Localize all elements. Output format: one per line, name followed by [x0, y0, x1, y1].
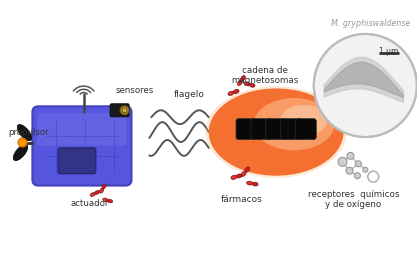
Ellipse shape: [233, 89, 239, 94]
Circle shape: [314, 34, 417, 137]
Ellipse shape: [241, 76, 245, 81]
Ellipse shape: [17, 125, 32, 141]
Text: 1 µm: 1 µm: [379, 47, 399, 56]
FancyBboxPatch shape: [37, 113, 126, 146]
Ellipse shape: [13, 144, 28, 161]
FancyBboxPatch shape: [110, 104, 129, 117]
Text: fármacos: fármacos: [220, 195, 262, 204]
Ellipse shape: [100, 188, 103, 193]
Ellipse shape: [205, 86, 347, 178]
Ellipse shape: [241, 171, 246, 176]
FancyBboxPatch shape: [281, 119, 302, 139]
Ellipse shape: [245, 167, 249, 172]
Text: flagelo: flagelo: [173, 90, 205, 99]
FancyBboxPatch shape: [266, 119, 286, 139]
Ellipse shape: [209, 88, 344, 176]
Ellipse shape: [247, 181, 252, 185]
Ellipse shape: [103, 198, 108, 202]
Text: sensores: sensores: [116, 86, 154, 95]
Circle shape: [346, 167, 353, 174]
Ellipse shape: [249, 83, 255, 87]
Text: receptores  químicos
y de oxígeno: receptores químicos y de oxígeno: [308, 190, 399, 209]
Text: actuador: actuador: [71, 199, 109, 208]
Ellipse shape: [254, 98, 334, 150]
Circle shape: [120, 106, 129, 115]
Text: M. gryphiswaldense: M. gryphiswaldense: [331, 19, 410, 28]
Circle shape: [354, 173, 360, 179]
Text: cadena de
magnetosomas: cadena de magnetosomas: [231, 66, 299, 85]
Ellipse shape: [252, 182, 258, 186]
Ellipse shape: [102, 184, 106, 189]
Circle shape: [18, 138, 27, 147]
FancyBboxPatch shape: [32, 106, 131, 186]
Ellipse shape: [238, 80, 242, 85]
Ellipse shape: [108, 199, 113, 203]
Circle shape: [338, 157, 347, 166]
FancyBboxPatch shape: [296, 119, 316, 139]
Circle shape: [122, 108, 127, 113]
Text: propulsor: propulsor: [8, 128, 49, 137]
Ellipse shape: [231, 175, 237, 179]
Circle shape: [347, 152, 354, 159]
FancyBboxPatch shape: [58, 148, 96, 174]
Circle shape: [355, 161, 361, 167]
Circle shape: [363, 167, 368, 172]
FancyBboxPatch shape: [251, 119, 272, 139]
Ellipse shape: [228, 91, 234, 95]
Ellipse shape: [280, 105, 328, 136]
Ellipse shape: [244, 82, 249, 86]
Ellipse shape: [236, 174, 242, 178]
Ellipse shape: [94, 191, 100, 194]
FancyBboxPatch shape: [236, 119, 257, 139]
Ellipse shape: [90, 193, 95, 196]
